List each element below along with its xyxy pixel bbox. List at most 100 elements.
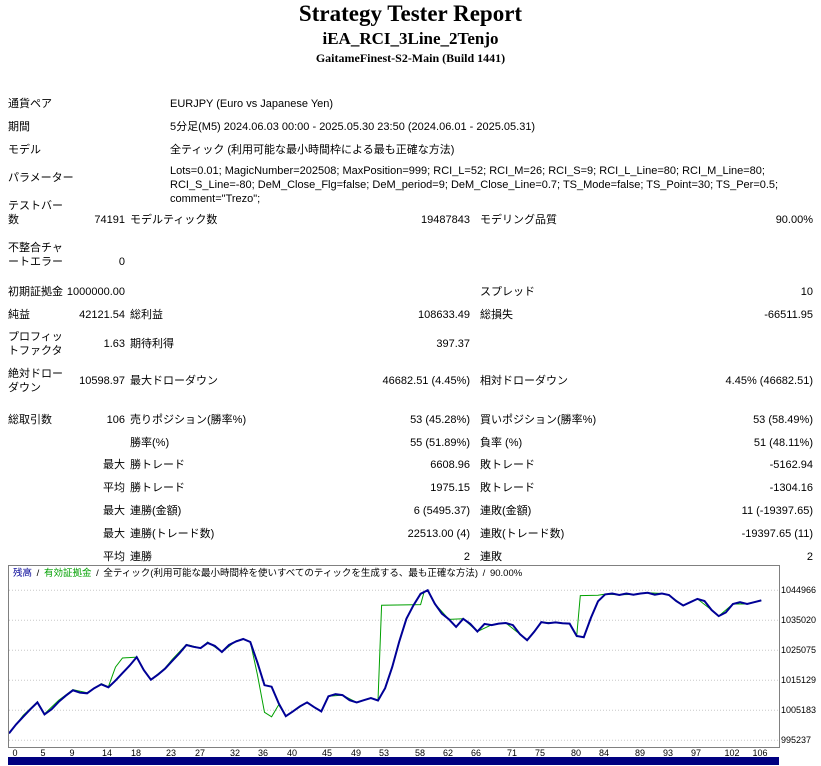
x-axis-label: 40 xyxy=(286,748,298,758)
stat-value: 51 (48.11%) xyxy=(753,437,813,449)
parameters-label: パラメーター xyxy=(8,172,74,184)
stat-value: 1000000.00 xyxy=(66,286,125,298)
stat-label: 連敗(金額) xyxy=(480,505,532,517)
stat-label: 連勝(金額) xyxy=(130,505,182,517)
balance-chart: 残高 / 有効証拠金 / 全ティック(利用可能な最小時間枠を使いすべてのティック… xyxy=(8,565,780,748)
stat-value: 53 (45.28%) xyxy=(410,414,470,426)
x-axis-label: 32 xyxy=(229,748,241,758)
stat-value: 74191 xyxy=(94,214,125,226)
x-axis-label: 36 xyxy=(257,748,269,758)
stat-value: 0 xyxy=(118,256,125,268)
stat-value: 6 (5495.37) xyxy=(413,505,470,517)
legend-equity: 有効証拠金 xyxy=(43,568,92,579)
x-axis-label: 93 xyxy=(662,748,674,758)
stat-value: 53 (58.49%) xyxy=(753,414,813,426)
stat-label: 最大 xyxy=(103,459,125,471)
model-value: 全ティック (利用可能な最小時間枠による最も正確な方法) xyxy=(170,144,455,156)
stat-value: 10 xyxy=(800,286,813,298)
stat-value: 10598.97 xyxy=(79,375,125,387)
stat-value: 106 xyxy=(106,414,125,426)
stat-value: 19487843 xyxy=(421,214,470,226)
stat-label: 相対ドローダウン xyxy=(480,375,568,387)
stat-label: スプレッド xyxy=(480,286,535,298)
report-title: Strategy Tester Report xyxy=(298,1,523,26)
stat-value: 108633.49 xyxy=(418,309,470,321)
stat-label: 負率 (%) xyxy=(480,437,523,449)
stat-value: 22513.00 (4) xyxy=(407,528,470,540)
stat-label: 敗トレード xyxy=(480,482,535,494)
y-axis-label: 1044966 xyxy=(781,585,817,595)
x-axis-label: 27 xyxy=(194,748,206,758)
x-axis-label: 71 xyxy=(506,748,518,758)
x-axis-label: 89 xyxy=(634,748,646,758)
stat-value: 2 xyxy=(463,551,470,563)
stat-label: 期待利得 xyxy=(130,338,174,350)
stat-label: 連勝 xyxy=(130,551,152,563)
stat-label: 総利益 xyxy=(130,309,163,321)
stat-label: 売りポジション(勝率%) xyxy=(130,414,247,426)
x-axis-label: 49 xyxy=(350,748,362,758)
x-axis-label: 75 xyxy=(534,748,546,758)
stat-value: 42121.54 xyxy=(79,309,125,321)
stat-label: 初期証拠金 xyxy=(8,286,63,298)
legend-separator: / xyxy=(482,568,486,579)
legend-separator: / xyxy=(96,568,99,579)
x-axis-label: 106 xyxy=(752,748,768,758)
stat-label: 連敗(トレード数) xyxy=(480,528,565,540)
stat-label: 不整合チャートエラー xyxy=(8,242,63,268)
legend-model: 全ティック(利用可能な最小時間枠を使いすべてのティックを生成する、最も正確な方法… xyxy=(103,568,479,579)
stat-label: 総取引数 xyxy=(8,414,52,426)
y-axis-label: 1035020 xyxy=(781,615,817,625)
stat-label: 連勝(トレード数) xyxy=(130,528,215,540)
symbol-label: 通貨ペア xyxy=(8,98,52,110)
stat-label: 純益 xyxy=(8,309,30,321)
period-value: 5分足(M5) 2024.06.03 00:00 - 2025.05.30 23… xyxy=(170,121,536,133)
ea-name: iEA_RCI_3Line_2Tenjo xyxy=(322,29,499,48)
symbol-value: EURJPY (Euro vs Japanese Yen) xyxy=(170,98,334,110)
chart-canvas xyxy=(8,588,779,741)
stat-label: 勝率(%) xyxy=(130,437,170,449)
stat-label: モデリング品質 xyxy=(480,214,557,226)
terminal-build: GaitameFinest-S2-Main (Build 1441) xyxy=(315,51,506,65)
stat-value: -66511.95 xyxy=(764,309,813,321)
stat-value: -19397.65 (11) xyxy=(741,528,813,540)
x-axis-label: 97 xyxy=(690,748,702,758)
stat-label: 平均 xyxy=(103,551,125,563)
x-axis-label: 62 xyxy=(442,748,454,758)
stat-value: -5162.94 xyxy=(769,459,813,471)
stat-label: モデルティック数 xyxy=(130,214,218,226)
x-axis-label: 14 xyxy=(101,748,113,758)
stat-value: 55 (51.89%) xyxy=(410,437,470,449)
stat-value: -1304.16 xyxy=(769,482,813,494)
x-axis-label: 23 xyxy=(165,748,177,758)
lots-bar xyxy=(8,757,779,765)
stat-label: 平均 xyxy=(103,482,125,494)
y-axis-label: 1015129 xyxy=(781,675,817,685)
stat-value: 2 xyxy=(806,551,813,563)
stat-label: 敗トレード xyxy=(480,459,535,471)
y-axis-label: 995237 xyxy=(781,735,812,745)
legend-quality: 90.00% xyxy=(489,568,523,579)
x-axis-label: 53 xyxy=(378,748,390,758)
y-axis-label: 1025075 xyxy=(781,645,817,655)
legend-balance: 残高 xyxy=(13,568,33,579)
x-axis-label: 5 xyxy=(40,748,46,758)
x-axis-label: 45 xyxy=(321,748,333,758)
stat-value: 90.00% xyxy=(775,214,813,226)
x-axis-label: 66 xyxy=(470,748,482,758)
stat-label: 勝トレード xyxy=(130,459,185,471)
stat-value: 6608.96 xyxy=(430,459,470,471)
stat-value: 46682.51 (4.45%) xyxy=(382,375,470,387)
stat-label: テストバー数 xyxy=(8,200,63,226)
stat-value: 397.37 xyxy=(436,338,470,350)
stat-label: 連敗 xyxy=(480,551,502,563)
stat-label: 絶対ドローダウン xyxy=(8,368,63,394)
x-axis-label: 84 xyxy=(598,748,610,758)
x-axis-label: 58 xyxy=(414,748,426,758)
x-axis-label: 9 xyxy=(69,748,75,758)
model-label: モデル xyxy=(8,144,41,156)
y-axis-label: 1005183 xyxy=(781,705,817,715)
chart-legend: 残高 / 有効証拠金 / 全ティック(利用可能な最小時間枠を使いすべてのティック… xyxy=(13,568,522,580)
stat-label: 勝トレード xyxy=(130,482,185,494)
